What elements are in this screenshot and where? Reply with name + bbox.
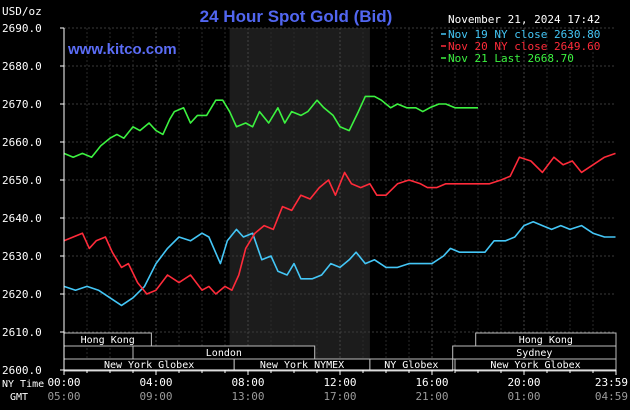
- x-tick-label-ny: 16:00: [415, 376, 448, 389]
- x-tick-label-ny: 23:59: [595, 376, 628, 389]
- x-tick-label-ny: 20:00: [507, 376, 540, 389]
- session-label: Hong Kong: [519, 335, 573, 346]
- nymex-highlight-layer: [229, 28, 370, 370]
- y-tick-label: 2600.0: [2, 364, 42, 377]
- timestamp: November 21, 2024 17:42: [448, 13, 600, 26]
- session-box: [454, 358, 617, 372]
- legend-entry-nov20: Nov 20 NY close 2649.60: [448, 40, 600, 53]
- watermark: www.kitco.com: [67, 41, 177, 58]
- ny-time-row-label: NY Time: [2, 379, 44, 390]
- y-tick-label: 2630.0: [2, 250, 42, 263]
- nymex-highlight-band: [229, 28, 370, 370]
- session-label: NY Globex: [384, 360, 438, 371]
- y-tick-label: 2650.0: [2, 174, 42, 187]
- x-tick-label-ny: 00:00: [47, 376, 80, 389]
- legend: Nov 19 NY close 2630.80 Nov 20 NY close …: [441, 28, 600, 65]
- x-tick-label-ny: 04:00: [139, 376, 172, 389]
- y-tick-label: 2610.0: [2, 326, 42, 339]
- x-tick-label-gmt: 21:00: [415, 390, 448, 403]
- unit-label: USD/oz: [2, 5, 42, 18]
- series-line-1: [63, 221, 616, 307]
- session-label: Hong Kong: [81, 335, 135, 346]
- series-line-3: [63, 95, 478, 158]
- y-tick-label: 2690.0: [2, 22, 42, 35]
- y-tick-label: 2620.0: [2, 288, 42, 301]
- x-tick-label-ny: 08:00: [231, 376, 264, 389]
- session-label: Sydney: [516, 348, 552, 359]
- legend-entry-nov19: Nov 19 NY close 2630.80: [448, 28, 600, 41]
- series-line-2: [63, 152, 616, 295]
- x-tick-label-gmt: 17:00: [323, 390, 356, 403]
- x-tick-label-ny: 12:00: [323, 376, 356, 389]
- session-label: London: [206, 348, 242, 359]
- x-tick-label-gmt: 09:00: [139, 390, 172, 403]
- gmt-row-label: GMT: [10, 392, 28, 403]
- chart-title: 24 Hour Spot Gold (Bid): [200, 7, 393, 26]
- y-tick-label: 2680.0: [2, 60, 42, 73]
- session-box: [369, 358, 454, 372]
- x-tick-label-gmt: 01:00: [507, 390, 540, 403]
- session-label: New York Globex: [104, 360, 194, 371]
- x-tick-label-gmt: 04:59: [595, 390, 628, 403]
- grid-layer: [64, 27, 616, 370]
- series-layer: [63, 95, 616, 307]
- session-label: New York NYMEX: [260, 360, 344, 371]
- session-label: New York Globex: [490, 360, 580, 371]
- x-tick-label-gmt: 13:00: [231, 390, 264, 403]
- x-tick-label-gmt: 05:00: [47, 390, 80, 403]
- y-tick-label: 2640.0: [2, 212, 42, 225]
- y-tick-label: 2670.0: [2, 98, 42, 111]
- legend-entry-nov21: Nov 21 Last 2668.70: [448, 52, 574, 65]
- axis-layer: 2600.0 2610.0 2620.0 2630.0 2640.0 2650.0 2660…: [2, 22, 628, 403]
- y-tick-label: 2660.0: [2, 136, 42, 149]
